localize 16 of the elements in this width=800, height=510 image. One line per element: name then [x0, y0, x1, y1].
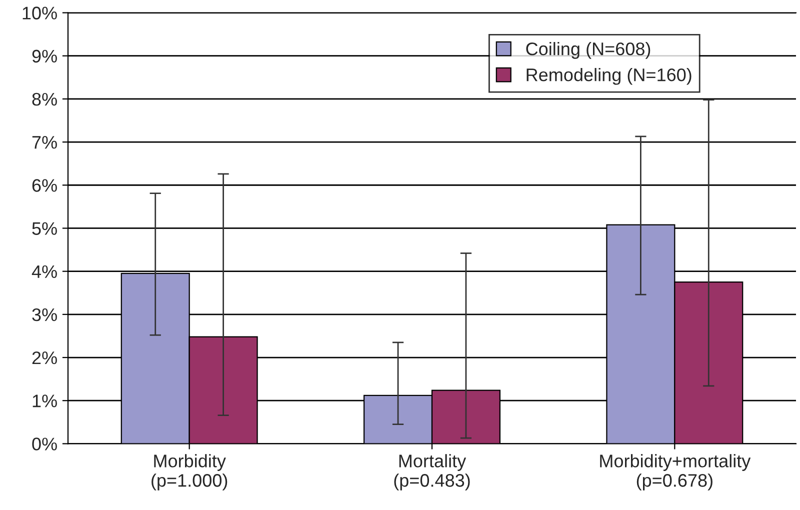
legend-label: Remodeling (N=160) — [526, 68, 692, 85]
y-tick-label: 6% — [32, 179, 57, 192]
y-tick-label: 7% — [32, 136, 57, 149]
x-tick-label: Morbidity (p=1.000) — [152, 454, 228, 490]
y-tick-label: 1% — [32, 394, 57, 408]
x-tick-label: Mortality (p=0.483) — [394, 454, 470, 490]
y-tick-label: 5% — [32, 222, 57, 235]
legend-label: Coiling (N=608) — [526, 42, 650, 59]
y-tick-label: 8% — [32, 92, 57, 106]
y-tick-label: 2% — [32, 351, 57, 364]
y-tick-label: 4% — [32, 265, 57, 278]
x-tick-label: Morbidity+mortality (p=0.678) — [600, 454, 751, 490]
y-tick-label: 3% — [32, 308, 57, 322]
y-tick-label: 0% — [32, 438, 57, 450]
y-tick-label: 9% — [32, 50, 57, 63]
y-tick-label: 10% — [22, 6, 57, 20]
